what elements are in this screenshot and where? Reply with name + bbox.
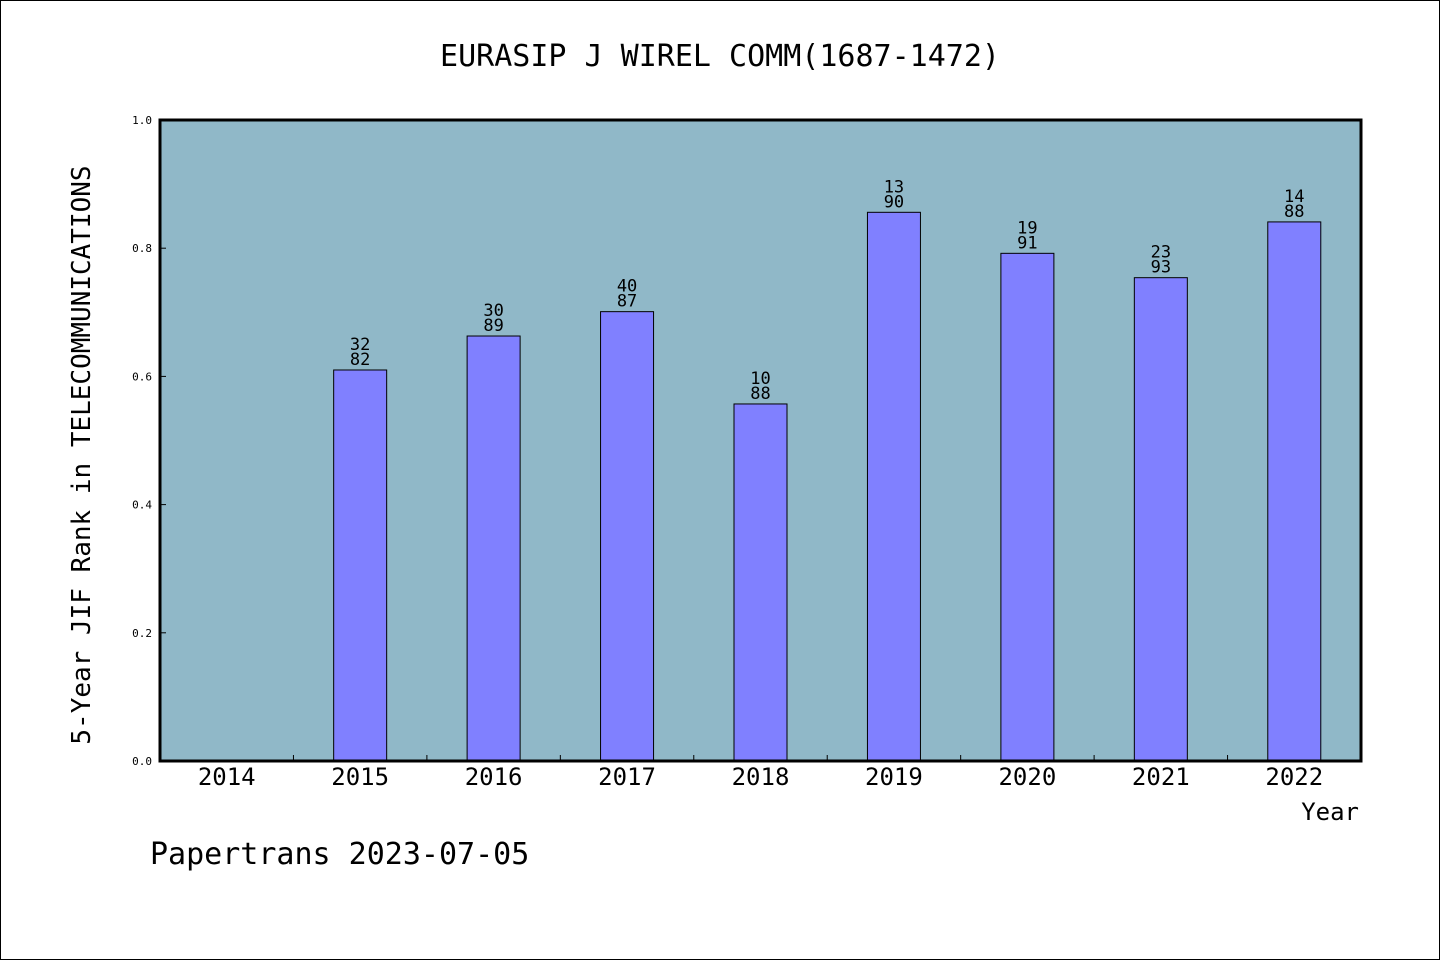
- y-tick-label: 0.4: [132, 499, 152, 512]
- x-tick-label: 2014: [198, 763, 256, 791]
- footer-credit: Papertrans 2023-07-05: [150, 837, 529, 872]
- bar-data-label: 13: [884, 177, 904, 197]
- bar-data-label: 14: [1284, 187, 1304, 207]
- bar-data-label: 23: [1151, 243, 1171, 263]
- chart-title: EURASIP J WIREL COMM(1687-1472): [440, 39, 1000, 74]
- bar: [1267, 221, 1322, 762]
- x-axis-label: Year: [1301, 798, 1359, 826]
- x-tick-label: 2021: [1132, 763, 1190, 791]
- bar: [1000, 252, 1055, 762]
- bar: [466, 335, 521, 762]
- bar-data-label: 93: [1151, 258, 1171, 278]
- x-tick-label: 2019: [865, 763, 923, 791]
- bar: [600, 311, 655, 762]
- plot-border: [158, 118, 1363, 763]
- x-tick-label: 2017: [598, 763, 656, 791]
- x-tick-label: 2018: [732, 763, 790, 791]
- bar-data-label: 40: [617, 277, 637, 297]
- bar-data-label: 87: [617, 292, 637, 312]
- bar-data-label: 30: [483, 301, 503, 321]
- bar: [1133, 277, 1188, 762]
- bar-data-label: 32: [350, 335, 370, 355]
- bar-data-label: 88: [750, 384, 770, 404]
- bar-data-label: 88: [1284, 202, 1304, 222]
- bar-data-label: 10: [750, 369, 770, 389]
- y-tick-label: 0.6: [132, 370, 152, 383]
- bar: [733, 403, 788, 762]
- x-tick-label: 2022: [1265, 763, 1323, 791]
- y-axis-label: 5-Year JIF Rank in TELECOMMUNICATIONS: [67, 165, 97, 744]
- y-tick-label: 1.0: [132, 114, 152, 127]
- bar-data-label: 91: [1017, 233, 1037, 253]
- bar: [333, 369, 388, 762]
- x-tick-label: 2016: [465, 763, 523, 791]
- y-tick-label: 0.0: [132, 755, 152, 768]
- y-tick-label: 0.2: [132, 627, 152, 640]
- y-tick-label: 0.8: [132, 242, 152, 255]
- bar-data-label: 89: [483, 316, 503, 336]
- bar-data-label: 82: [350, 350, 370, 370]
- bar-data-label: 90: [884, 192, 904, 212]
- x-tick-label: 2015: [331, 763, 389, 791]
- x-tick-label: 2020: [998, 763, 1056, 791]
- bar: [866, 211, 921, 762]
- bar-data-label: 19: [1017, 218, 1037, 238]
